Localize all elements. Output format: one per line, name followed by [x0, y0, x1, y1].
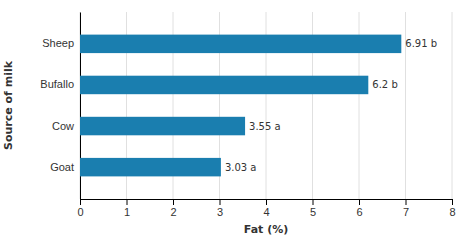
tick-label: 5 — [310, 206, 316, 218]
tick-label: 2 — [170, 206, 176, 218]
tick: 2 — [170, 199, 176, 218]
tick: 6 — [356, 199, 362, 218]
data-label: 6.2 b — [372, 79, 397, 90]
tick: Sheep — [42, 37, 74, 49]
tick-mark — [80, 199, 81, 205]
data-labels: 3.03 a 3.55 a 6.2 b 6.91 b — [225, 38, 437, 172]
data-label: 3.55 a — [249, 121, 281, 132]
grid — [80, 12, 452, 199]
bar — [80, 35, 401, 53]
x-axis-title: Fat (%) — [244, 223, 288, 236]
chart-container: 0 1 2 3 4 5 6 7 8 Goat Cow Bufallo Sheep 3.03 a 3.55 a… — [0, 0, 474, 241]
tick: Bufallo — [40, 78, 74, 90]
tick-mark — [313, 199, 314, 205]
y-axis-title: Source of milk — [2, 60, 15, 150]
bar — [80, 158, 221, 176]
tick-label: Bufallo — [40, 78, 74, 90]
tick-mark — [173, 199, 174, 205]
tick: 1 — [124, 199, 130, 218]
grid-line — [452, 12, 453, 199]
tick-label: 8 — [449, 206, 455, 218]
bar — [80, 117, 245, 135]
tick-mark — [406, 199, 407, 205]
bar — [80, 76, 368, 94]
tick: 5 — [310, 199, 316, 218]
tick-label: Cow — [52, 120, 74, 132]
value-axis: 0 1 2 3 4 5 6 7 8 — [77, 199, 455, 218]
tick: 7 — [403, 199, 409, 218]
value-axis-line — [81, 200, 453, 206]
tick-label: 4 — [263, 206, 269, 218]
tick: 8 — [449, 199, 455, 218]
tick-label: 7 — [403, 206, 409, 218]
tick: Cow — [52, 120, 74, 132]
bars — [80, 35, 401, 177]
tick-mark — [452, 199, 453, 205]
tick-label: 1 — [124, 206, 130, 218]
tick: 4 — [263, 199, 269, 218]
tick-mark — [127, 199, 128, 205]
tick: Goat — [50, 161, 74, 173]
chart-svg: 0 1 2 3 4 5 6 7 8 Goat Cow Bufallo Sheep 3.03 a 3.55 a… — [0, 0, 474, 241]
tick-mark — [359, 199, 360, 205]
plot-area: 0 1 2 3 4 5 6 7 8 Goat Cow Bufallo Sheep 3.03 a 3.55 a… — [2, 12, 456, 236]
category-axis: Goat Cow Bufallo Sheep — [40, 13, 80, 200]
tick-label: 6 — [356, 206, 362, 218]
tick-mark — [220, 199, 221, 205]
tick-label: 3 — [217, 206, 223, 218]
tick-label: 0 — [77, 206, 83, 218]
data-label: 6.91 b — [405, 38, 437, 49]
tick-label: Goat — [50, 161, 74, 173]
tick: 0 — [77, 199, 83, 218]
tick: 3 — [217, 199, 223, 218]
tick-mark — [266, 199, 267, 205]
tick-label: Sheep — [42, 37, 74, 49]
data-label: 3.03 a — [225, 162, 257, 173]
